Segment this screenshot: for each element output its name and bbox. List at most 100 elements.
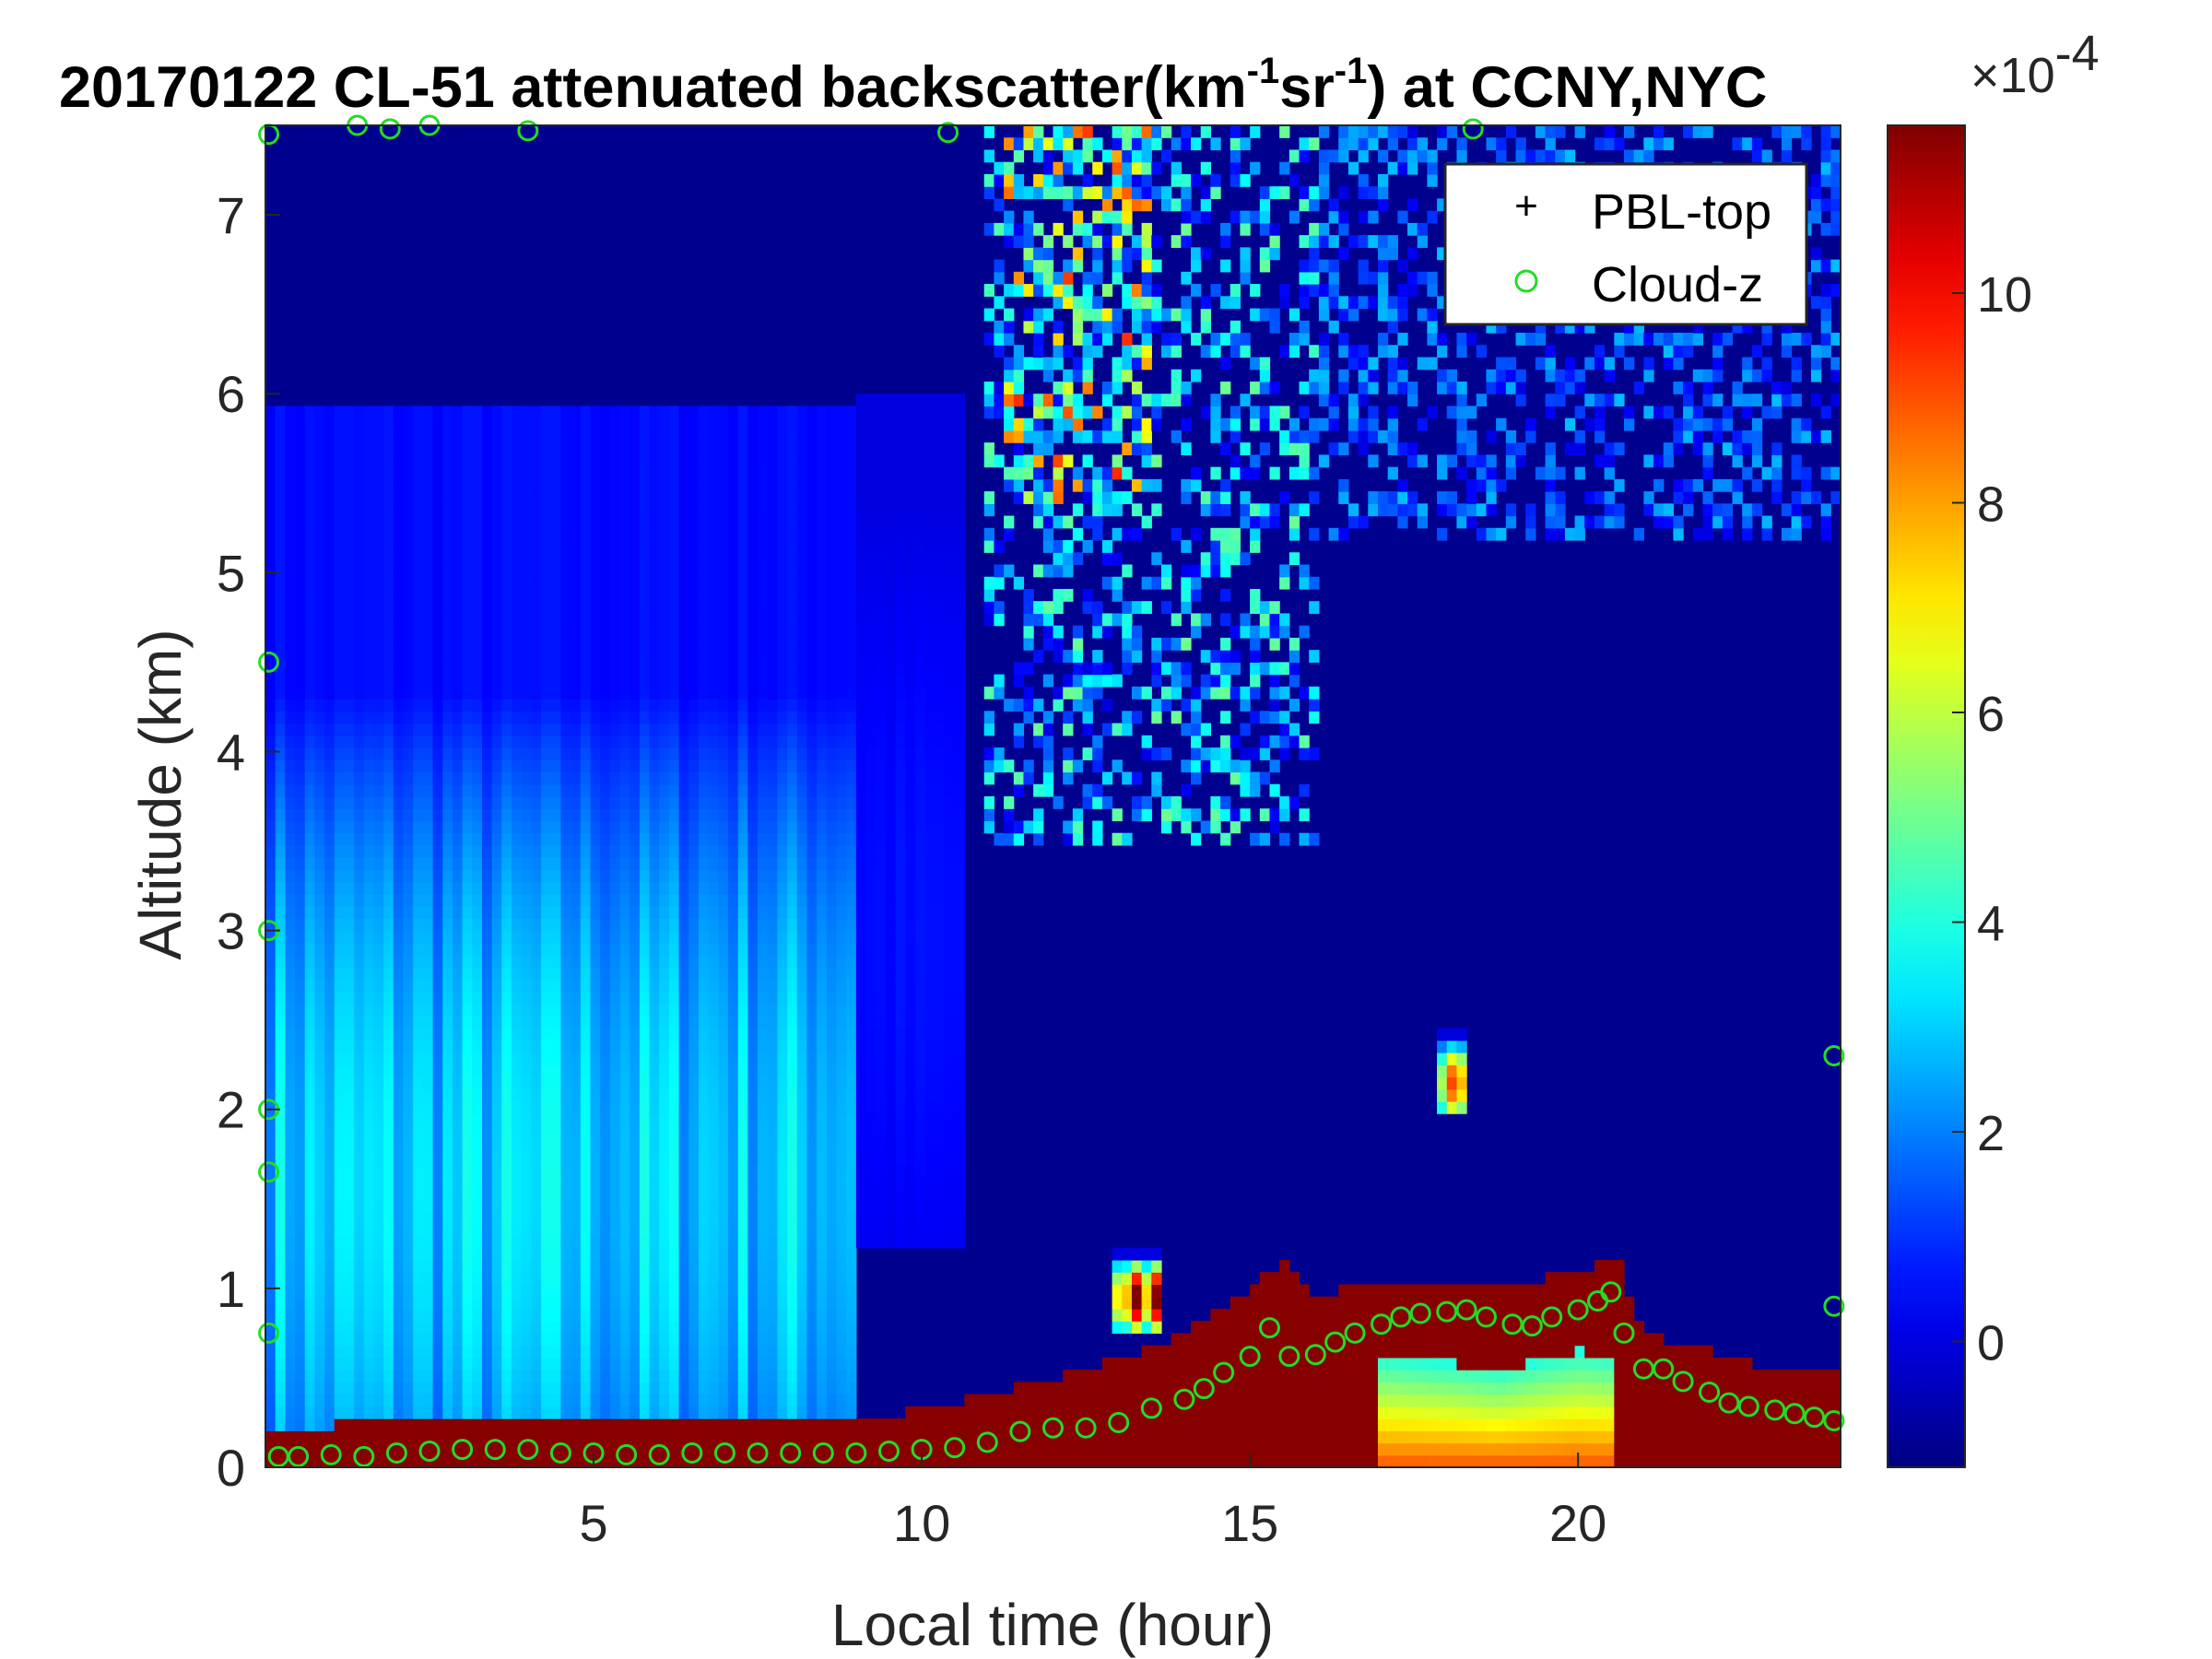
heatmap-cell — [304, 796, 316, 809]
heatmap-cell — [619, 478, 630, 492]
heatmap-cell — [314, 1406, 325, 1419]
heatmap-cell — [767, 1174, 779, 1188]
heatmap-cell — [491, 723, 502, 736]
heatmap-cell — [285, 1272, 296, 1286]
heatmap-cell — [481, 759, 493, 773]
heatmap-cell — [432, 699, 443, 712]
heatmap-cell — [728, 735, 739, 748]
heatmap-cell — [708, 893, 719, 907]
heatmap-cell — [629, 1125, 641, 1139]
heatmap-cell — [737, 1394, 748, 1407]
heatmap-cell — [678, 967, 689, 981]
heatmap-cell — [777, 1028, 788, 1041]
heatmap-cell — [324, 564, 335, 578]
heatmap-cell — [806, 1394, 818, 1407]
heatmap-cell — [521, 759, 532, 773]
heatmap-cell — [590, 699, 601, 712]
heatmap-cell — [600, 844, 611, 858]
heatmap-cell — [324, 418, 335, 431]
heatmap-cell — [422, 442, 434, 455]
heatmap-cell — [678, 735, 689, 748]
heatmap-cell — [600, 1247, 611, 1261]
heatmap-cell — [796, 1211, 808, 1224]
heatmap-cell — [590, 1284, 601, 1298]
heatmap-cell — [324, 783, 335, 797]
heatmap-cell — [373, 613, 384, 627]
heatmap-cell — [481, 1040, 493, 1053]
heatmap-cell — [728, 1149, 739, 1163]
heatmap-cell — [324, 955, 335, 968]
heatmap-cell — [619, 1418, 630, 1431]
heatmap-cell — [639, 918, 651, 932]
heatmap-cell — [698, 1186, 710, 1200]
heatmap-cell — [777, 1162, 788, 1175]
heatmap-cell — [796, 869, 808, 883]
heatmap-cell — [501, 1052, 512, 1065]
heatmap-cell — [442, 1052, 453, 1065]
heatmap-cell — [521, 906, 532, 919]
heatmap-cell — [560, 1430, 571, 1444]
heatmap-cell — [796, 808, 808, 822]
heatmap-cell — [787, 881, 798, 895]
heatmap-cell — [718, 637, 729, 651]
heatmap-cell — [806, 1065, 818, 1078]
heatmap-cell — [767, 650, 779, 663]
heatmap-cell — [659, 466, 670, 480]
heatmap-cell — [452, 442, 464, 455]
heatmap-cell — [668, 771, 680, 785]
heatmap-cell — [442, 1308, 453, 1322]
heatmap-cell — [491, 967, 502, 981]
heatmap-cell — [512, 1149, 523, 1163]
heatmap-cell — [521, 857, 532, 871]
heatmap-cell — [265, 515, 276, 529]
heatmap-cell — [491, 1394, 502, 1407]
heatmap-cell — [462, 1040, 473, 1053]
heatmap-cell — [629, 552, 641, 566]
heatmap-cell — [295, 759, 306, 773]
heatmap-cell — [422, 857, 434, 871]
heatmap-cell — [767, 1149, 779, 1163]
heatmap-cell — [688, 1259, 700, 1273]
heatmap-cell — [275, 466, 286, 480]
heatmap-cell — [737, 1370, 748, 1382]
heatmap-cell — [649, 1247, 660, 1261]
heatmap-cell — [639, 771, 651, 785]
heatmap-cell — [728, 857, 739, 871]
heatmap-cell — [698, 429, 710, 443]
heatmap-cell — [600, 1345, 611, 1359]
heatmap-cell — [265, 1321, 276, 1334]
heatmap-cell — [354, 906, 365, 919]
heatmap-cell — [629, 991, 641, 1005]
heatmap-cell — [265, 466, 276, 480]
heatmap-cell — [304, 1235, 316, 1249]
heatmap-cell — [668, 979, 680, 993]
heatmap-cell — [747, 1333, 759, 1347]
heatmap-cell — [806, 503, 818, 517]
heatmap-cell — [383, 1308, 394, 1322]
heatmap-cell — [491, 1162, 502, 1175]
heatmap-cell — [550, 1442, 562, 1456]
heatmap-cell — [678, 1100, 689, 1114]
heatmap-cell — [806, 466, 818, 480]
heatmap-cell — [295, 699, 306, 712]
heatmap-cell — [442, 662, 453, 676]
heatmap-cell — [718, 699, 729, 712]
heatmap-cell — [383, 527, 394, 541]
heatmap-cell — [708, 1016, 719, 1030]
heatmap-cell — [452, 418, 464, 431]
heatmap-cell — [649, 625, 660, 639]
heatmap-cell — [678, 1357, 689, 1371]
heatmap-cell — [708, 625, 719, 639]
heatmap-cell — [609, 515, 621, 529]
heatmap-cell — [806, 478, 818, 492]
heatmap-cell — [521, 1052, 532, 1065]
heatmap-cell — [314, 1137, 325, 1151]
heatmap-cell — [806, 967, 818, 981]
heatmap-cell — [354, 1345, 365, 1359]
heatmap-cell — [531, 1052, 542, 1065]
heatmap-cell — [334, 844, 346, 858]
heatmap-cell — [698, 844, 710, 858]
heatmap-cell — [758, 1418, 769, 1431]
heatmap-cell — [580, 478, 592, 492]
heatmap-cell — [600, 1113, 611, 1126]
